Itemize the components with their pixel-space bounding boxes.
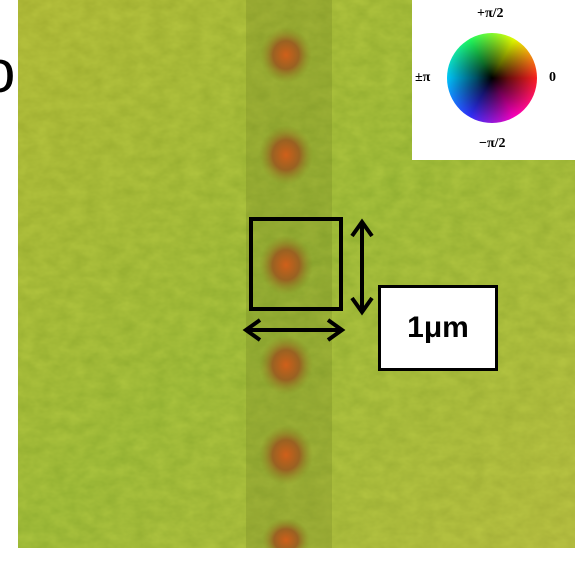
color-wheel-legend: +π/2 −π/2 ±π 0 — [412, 0, 575, 160]
wheel-label-left: ±π — [415, 70, 430, 86]
dot — [259, 235, 313, 295]
wheel-label-top: +π/2 — [477, 6, 504, 22]
scale-label: 1μm — [378, 285, 498, 371]
page: on +π/2 −π/2 ±π 0 1μm (() — [0, 0, 575, 563]
dot — [260, 27, 312, 83]
wheel-label-bottom: −π/2 — [479, 136, 506, 152]
dot — [259, 125, 313, 185]
dot — [259, 335, 313, 395]
dot — [259, 425, 313, 485]
color-wheel — [447, 33, 537, 123]
wheel-label-right: 0 — [549, 70, 556, 86]
